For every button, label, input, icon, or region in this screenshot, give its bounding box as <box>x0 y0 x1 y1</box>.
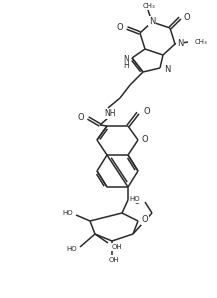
Text: N: N <box>123 55 129 64</box>
Text: HO: HO <box>62 210 73 216</box>
Text: O: O <box>142 136 149 145</box>
Text: CH₃: CH₃ <box>195 39 208 45</box>
Text: O: O <box>77 113 84 122</box>
Text: N: N <box>149 16 155 26</box>
Text: N: N <box>164 64 170 74</box>
Text: HO: HO <box>66 246 77 252</box>
Text: O: O <box>133 196 140 206</box>
Text: OH: OH <box>112 244 123 250</box>
Text: H: H <box>123 61 129 71</box>
Text: OH: OH <box>109 257 119 263</box>
Text: CH₃: CH₃ <box>143 3 155 9</box>
Text: O: O <box>184 13 191 21</box>
Text: O: O <box>116 23 123 32</box>
Text: NH: NH <box>104 109 116 119</box>
Text: HO: HO <box>129 196 140 202</box>
Text: O: O <box>142 215 149 224</box>
Text: O: O <box>143 108 150 117</box>
Text: N: N <box>177 40 183 49</box>
